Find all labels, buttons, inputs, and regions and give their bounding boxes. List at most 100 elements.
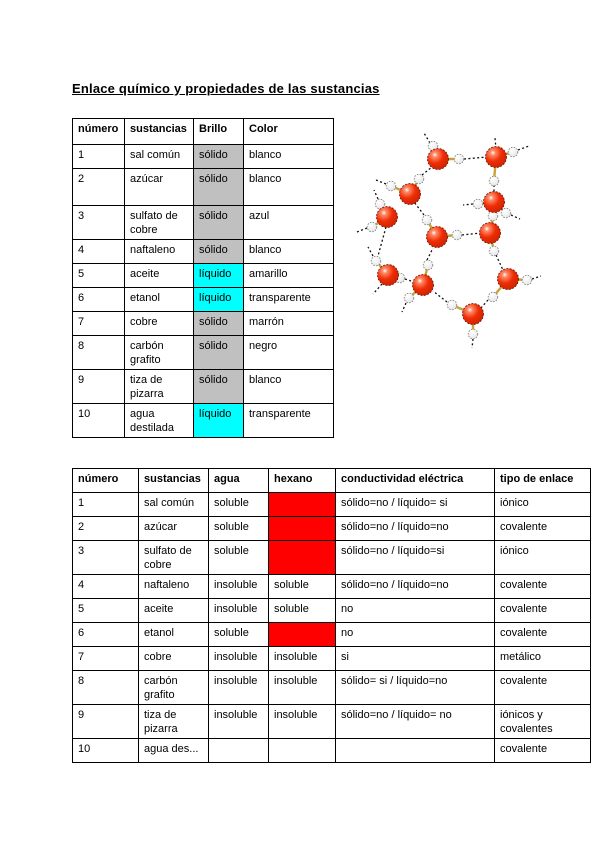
cell-sustancia: naftaleno [124, 239, 194, 264]
cell-sustancia: cobre [124, 311, 194, 336]
hydrogen-bond-line [377, 226, 387, 257]
cell-numero: 5 [72, 263, 125, 288]
cell-color: amarillo [243, 263, 334, 288]
cell-estado: sólido [193, 239, 244, 264]
cell-numero: 10 [72, 738, 139, 763]
hydrogen-bond-line [367, 246, 374, 257]
cell-conductividad: si [335, 646, 495, 671]
hydrogen-atom [467, 328, 479, 340]
cell-hexano: soluble [268, 598, 336, 623]
table-row: 5 aceite líquido amarillo [72, 263, 334, 288]
cell-estado: líquido [193, 403, 244, 438]
table-row: 10 agua destilada líquido transparente [72, 403, 334, 438]
hydrogen-bond-line [495, 254, 504, 271]
cell-sustancia: etanol [138, 622, 209, 647]
hydrogen-atom [403, 292, 415, 304]
cell-agua: insoluble [208, 574, 269, 599]
cell-sustancia: naftaleno [138, 574, 209, 599]
cell-hexano [268, 622, 336, 647]
hydrogen-atom [385, 180, 397, 192]
cell-conductividad [335, 738, 495, 763]
column-header: sustancias [124, 118, 194, 145]
cell-enlace: iónicos y covalentes [494, 704, 591, 739]
hydrogen-bond-line [401, 302, 407, 313]
cell-sustancia: aceite [124, 263, 194, 288]
column-header: Brillo [193, 118, 244, 145]
cell-hexano: insoluble [268, 646, 336, 671]
cell-estado: sólido [193, 335, 244, 370]
hydrogen-bond-line [404, 278, 415, 283]
hydrogen-bond-line [517, 145, 530, 151]
column-header: conductividad eléctrica [335, 468, 495, 493]
cell-sustancia: cobre [138, 646, 209, 671]
cell-hexano [268, 738, 336, 763]
cell-estado: líquido [193, 263, 244, 288]
cell-color: blanco [243, 239, 334, 264]
cell-numero: 6 [72, 287, 125, 312]
hydrogen-atom [488, 175, 500, 187]
cell-estado: sólido [193, 144, 244, 169]
oxygen-atom [426, 226, 448, 248]
cell-sustancia: sal común [124, 144, 194, 169]
cell-color: blanco [243, 168, 334, 206]
cell-numero: 9 [72, 704, 139, 739]
hydrogen-atom [422, 259, 434, 271]
oxygen-atom [497, 268, 519, 290]
hydrogen-atom [500, 207, 512, 219]
table-row: 2 azúcar soluble sólido=no / líquido=no cova… [72, 516, 591, 541]
column-header: agua [208, 468, 269, 493]
cell-conductividad: no [335, 598, 495, 623]
table-row: 8 carbón grafito insoluble insoluble sólido=… [72, 670, 591, 705]
cell-sustancia: aceite [138, 598, 209, 623]
hydrogen-atom [446, 299, 458, 311]
cell-numero: 5 [72, 598, 139, 623]
cell-hexano: soluble [268, 574, 336, 599]
cell-sustancia: carbón grafito [124, 335, 194, 370]
table-header-row: número sustancias agua hexano conductividad … [72, 468, 591, 493]
cell-numero: 3 [72, 205, 125, 240]
cell-estado: sólido [193, 369, 244, 404]
cell-agua: soluble [208, 492, 269, 517]
table-row: 1 sal común sólido blanco [72, 144, 334, 169]
hydrogen-atom [370, 255, 382, 267]
cell-numero: 7 [72, 646, 139, 671]
cell-numero: 6 [72, 622, 139, 647]
cell-agua: insoluble [208, 598, 269, 623]
hydrogen-atom [521, 274, 533, 286]
cell-conductividad: sólido=no / líquido= no [335, 704, 495, 739]
hydrogen-atom [488, 245, 500, 257]
cell-numero: 4 [72, 574, 139, 599]
cell-sustancia: agua des... [138, 738, 209, 763]
table-propiedades-fisicas: número sustancias Brillo Color 1 sal común só… [72, 118, 334, 438]
cell-numero: 7 [72, 311, 125, 336]
hydrogen-bond-line [471, 338, 474, 349]
oxygen-atom [399, 183, 421, 205]
cell-conductividad: sólido=no / líquido=no [335, 574, 495, 599]
cell-color: blanco [243, 369, 334, 404]
table-row: 5 aceite insoluble soluble no covalente [72, 598, 591, 623]
column-header: hexano [268, 468, 336, 493]
hydrogen-bond-line [426, 247, 434, 261]
cell-estado: sólido [193, 311, 244, 336]
water-molecules-figure [340, 105, 590, 355]
column-header: tipo de enlace [494, 468, 591, 493]
cell-enlace: covalente [494, 738, 591, 763]
cell-conductividad: sólido=no / líquido= si [335, 492, 495, 517]
cell-hexano [268, 492, 336, 517]
hydrogen-atom [413, 173, 425, 185]
cell-agua: insoluble [208, 670, 269, 705]
hydrogen-bond-line [421, 166, 433, 176]
hydrogen-bond-line [480, 299, 489, 309]
cell-color: marrón [243, 311, 334, 336]
table-row: 3 sulfato de cobre sólido azul [72, 205, 334, 240]
cell-enlace: covalente [494, 670, 591, 705]
table-row: 7 cobre insoluble insoluble si metálico [72, 646, 591, 671]
cell-enlace: covalente [494, 598, 591, 623]
oxygen-atom [427, 148, 449, 170]
oxygen-atom [462, 303, 484, 325]
cell-enlace: iónico [494, 540, 591, 575]
cell-conductividad: sólido=no / líquido=si [335, 540, 495, 575]
table-row: 2 azúcar sólido blanco [72, 168, 334, 206]
table-row: 1 sal común soluble sólido=no / líquido= si… [72, 492, 591, 517]
table-row: 4 naftaleno insoluble soluble sólido=no / lí… [72, 574, 591, 599]
